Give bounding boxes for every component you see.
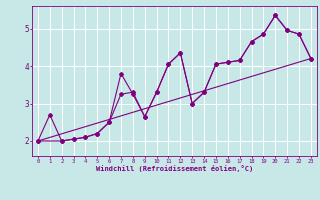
X-axis label: Windchill (Refroidissement éolien,°C): Windchill (Refroidissement éolien,°C): [96, 165, 253, 172]
